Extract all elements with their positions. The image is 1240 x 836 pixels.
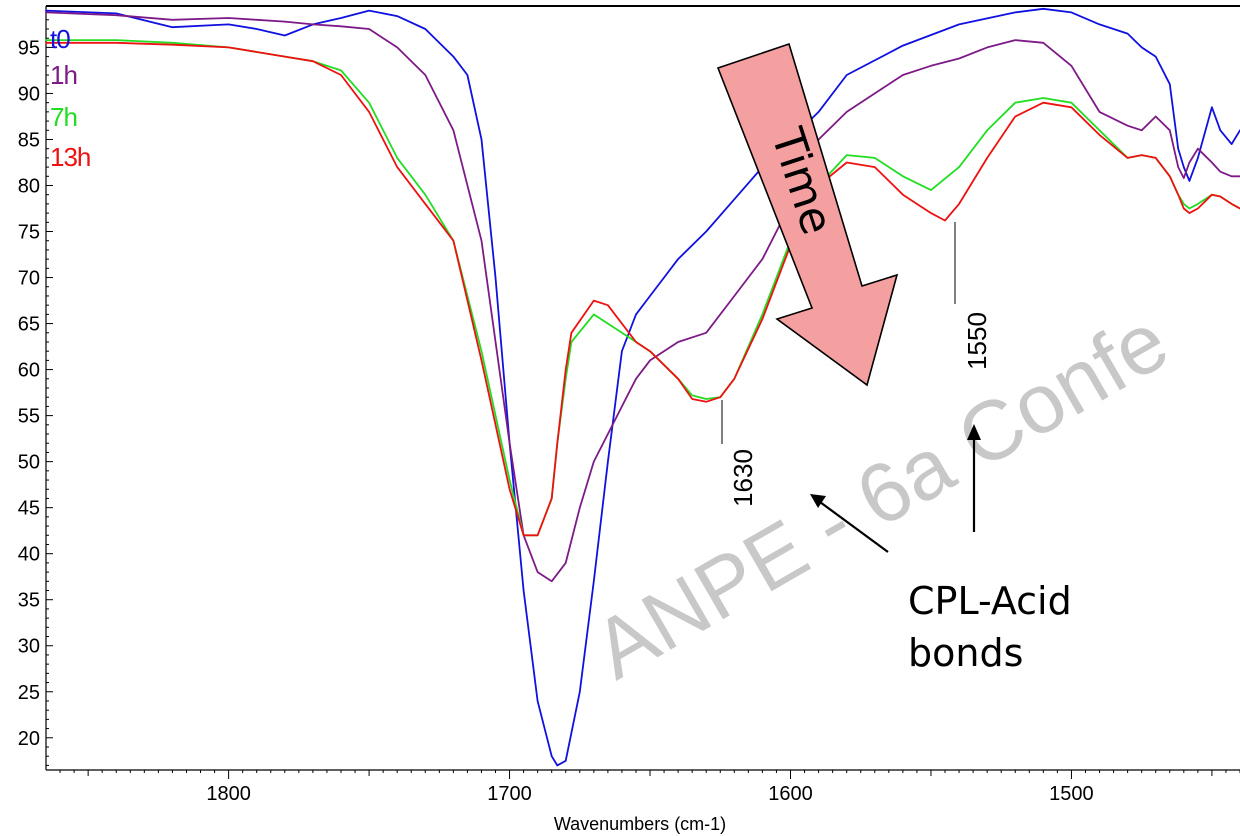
callout-arrow-1630 xyxy=(819,501,889,553)
y-tick-label: 70 xyxy=(18,268,40,290)
y-tick-label: 80 xyxy=(18,175,40,197)
y-tick-label: 45 xyxy=(18,498,40,520)
y-tick-label: 65 xyxy=(18,314,40,336)
legend-entry-7h: 7h xyxy=(50,102,77,132)
x-tick-label: 1500 xyxy=(1049,783,1094,805)
callout-text-line2: bonds xyxy=(908,631,1023,675)
legend-entry-1h: 1h xyxy=(50,60,77,90)
legend-entry-13h: 13h xyxy=(50,142,90,172)
y-tick-label: 25 xyxy=(18,682,40,704)
y-axis: 20 25 30 35 40 45 50 55 60 65 70 75 80 85 90 95 xyxy=(18,10,53,766)
peak-label-1630: 1630 xyxy=(728,449,758,507)
series-line-7h xyxy=(45,39,1240,537)
y-tick-label: 90 xyxy=(18,83,40,105)
series-line-t0 xyxy=(45,7,1240,767)
x-tick-label: 1600 xyxy=(768,783,813,805)
y-tick-label: 30 xyxy=(18,636,40,658)
callout-text-line1: CPL-Acid xyxy=(908,579,1072,623)
peak-marker-1630: 1630 xyxy=(721,400,758,507)
y-tick-label: 20 xyxy=(18,728,40,750)
legend: t0 1h 7h 13h xyxy=(50,24,91,172)
x-tick-label: 1700 xyxy=(487,783,532,805)
callout-arrowhead-1550 xyxy=(967,424,981,440)
x-tick-label: 1800 xyxy=(206,783,251,805)
y-tick-label: 50 xyxy=(18,452,40,474)
legend-entry-t0: t0 xyxy=(50,24,70,54)
y-tick-label: 35 xyxy=(18,590,40,612)
time-arrow-shape xyxy=(716,42,899,387)
time-arrow: Time xyxy=(716,42,899,387)
callout-arrowhead-1630 xyxy=(810,494,826,508)
x-axis: 1800 1700 1600 1500 xyxy=(59,770,1240,805)
y-tick-label: 75 xyxy=(18,222,40,244)
series-line-13h xyxy=(45,41,1240,537)
y-tick-label: 55 xyxy=(18,406,40,428)
peak-marker-1550: 1550 xyxy=(954,222,992,370)
x-axis-label: Wavenumbers (cm-1) xyxy=(554,814,726,834)
callout-arrows xyxy=(810,424,981,553)
y-tick-label: 95 xyxy=(18,37,40,59)
y-tick-label: 85 xyxy=(18,129,40,151)
y-tick-label: 40 xyxy=(18,544,40,566)
series-layer xyxy=(45,7,1240,767)
peak-label-1550: 1550 xyxy=(962,312,992,370)
y-tick-label: 60 xyxy=(18,360,40,382)
series-line-1h xyxy=(45,11,1240,583)
watermark: ANPE - 6a Confe xyxy=(578,293,1183,697)
